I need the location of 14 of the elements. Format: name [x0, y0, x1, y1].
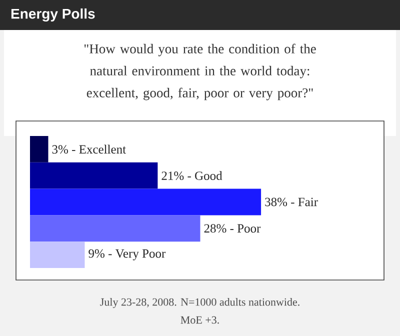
data-label: 38% - Fair — [265, 198, 318, 206]
bar — [30, 136, 48, 162]
chart-subtitle: "How would you rate the condition of the natural environment in the world today: excellent, good, fair, poor or very poor?" — [84, 44, 316, 100]
data-label: 3% - Excellent — [52, 144, 126, 154]
bar — [30, 162, 158, 189]
data-label: 21% - Good — [162, 171, 222, 180]
text: MoE +3. — [180, 316, 219, 324]
data-label: 28% - Poor — [204, 224, 261, 233]
bar — [30, 188, 262, 216]
text: July 23-28, 2008. N=1000 adults nationwide. — [100, 298, 300, 308]
bar — [30, 215, 200, 242]
chart-title: Energy Polls — [11, 8, 95, 22]
bar — [30, 242, 85, 268]
data-label: 9% - Very Poor — [88, 249, 166, 260]
